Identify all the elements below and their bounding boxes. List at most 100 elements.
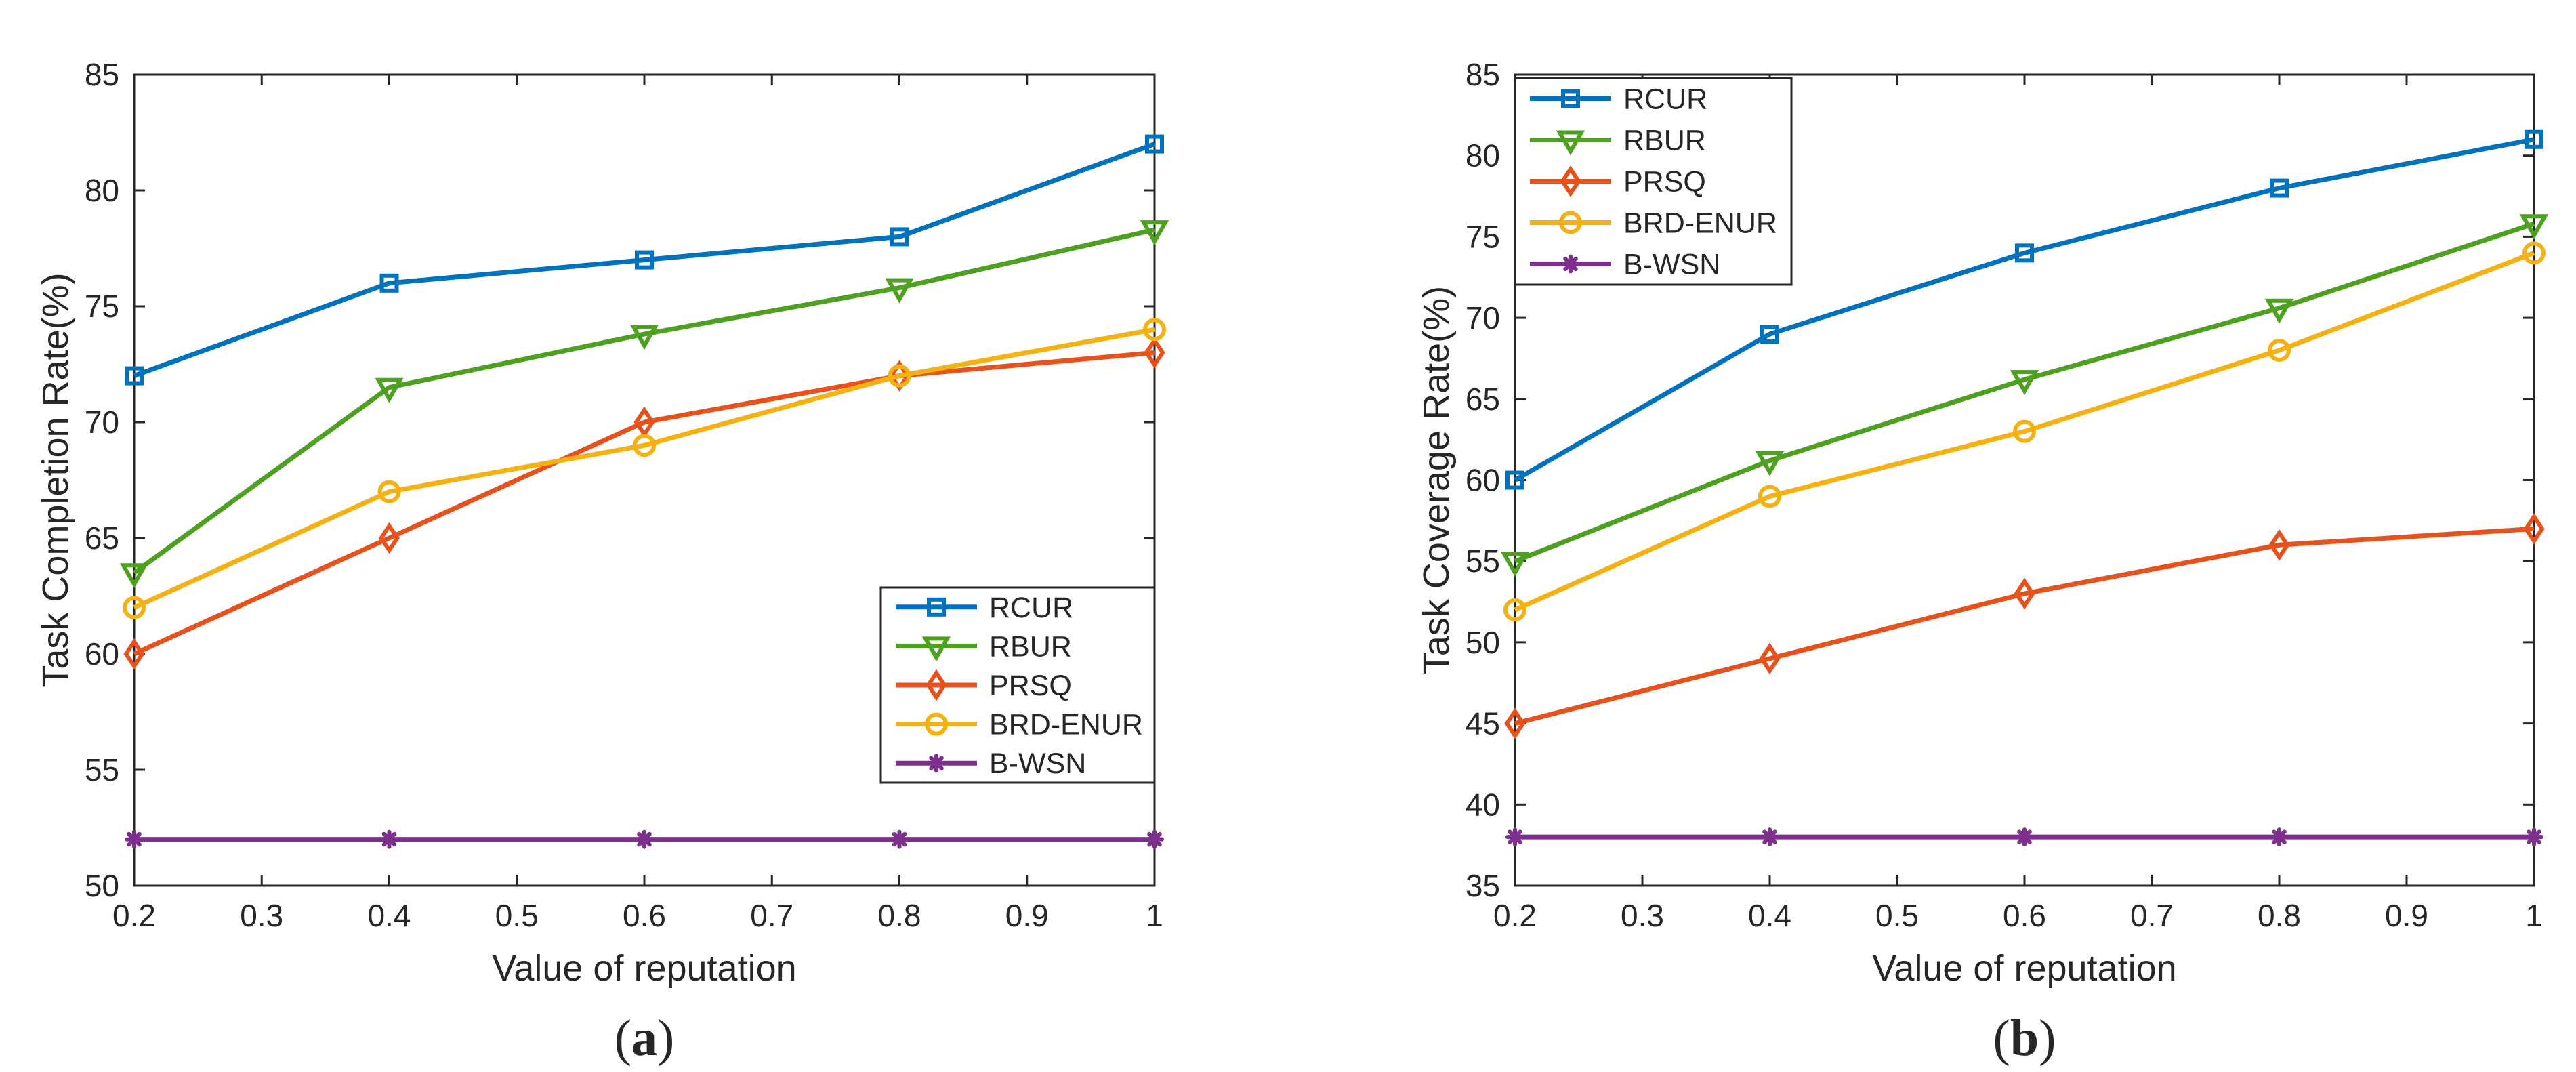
- data-point: [1145, 134, 1164, 154]
- data-point: [2014, 577, 2035, 610]
- legend-label: RCUR: [1623, 83, 1707, 116]
- data-point: [2519, 214, 2549, 240]
- data-point: [2015, 243, 2034, 263]
- series-rcur: [125, 134, 1164, 386]
- series-b-wsn: [1505, 827, 2543, 847]
- y-axis-label: Task Coverage Rate(%): [1416, 286, 1457, 674]
- x-tick-label: 0.8: [2258, 898, 2301, 933]
- data-point: [1759, 642, 1781, 675]
- legend-entry-rbur: RBUR: [1530, 125, 1706, 157]
- legend-marker: [927, 754, 946, 773]
- y-tick-label: 75: [85, 289, 119, 324]
- series-rbur: [119, 220, 1169, 589]
- data-point: [1500, 552, 1530, 577]
- series-line: [132, 227, 1155, 575]
- legend-entry-brd-enur: BRD-ENUR: [896, 709, 1143, 741]
- legend-marker: [921, 636, 951, 662]
- x-tick-label: 0.9: [2385, 898, 2428, 933]
- data-point: [1760, 827, 1779, 847]
- legend-marker: [927, 597, 946, 617]
- data-point: [629, 325, 659, 350]
- legend-entry-rbur: RBUR: [896, 630, 1072, 663]
- data-point: [125, 366, 144, 386]
- legend-label: BRD-ENUR: [1623, 207, 1777, 240]
- data-point: [1503, 598, 1526, 622]
- data-point: [890, 829, 909, 849]
- legend-label: RCUR: [989, 592, 1073, 624]
- y-tick-label: 50: [1466, 625, 1500, 660]
- y-tick-label: 85: [85, 57, 119, 92]
- legend-marker: [1560, 165, 1581, 197]
- data-point: [1505, 470, 1524, 490]
- series-line: [133, 142, 1156, 378]
- data-point: [1140, 220, 1169, 246]
- y-tick-label: 55: [1466, 543, 1500, 579]
- y-tick-label: 65: [1466, 382, 1500, 417]
- data-point: [123, 638, 145, 670]
- y-axis-label: Task Completion Rate(%): [35, 272, 76, 687]
- data-point: [2522, 241, 2546, 265]
- x-axis-label: Value of reputation: [492, 948, 796, 989]
- y-tick-label: 80: [1466, 138, 1500, 173]
- data-point: [125, 829, 144, 849]
- data-point: [2268, 529, 2290, 561]
- legend-label: B-WSN: [989, 747, 1086, 780]
- data-point: [888, 364, 911, 388]
- x-tick-label: 0.6: [2003, 898, 2046, 933]
- y-tick-label: 40: [1466, 787, 1500, 822]
- x-tick-label: 0.5: [1875, 898, 1919, 933]
- legend-marker: [1561, 254, 1580, 274]
- y-tick-label: 80: [85, 173, 119, 208]
- legend-label: BRD-ENUR: [989, 709, 1143, 741]
- data-point: [1755, 451, 1785, 476]
- panel-label: (a): [615, 1010, 675, 1067]
- legend: RCUR RBUR PRSQ BRD-ENUR B-WSN: [1514, 77, 1793, 286]
- legend-entry-brd-enur: BRD-ENUR: [1530, 207, 1777, 240]
- data-point: [1504, 707, 1526, 740]
- data-point: [1145, 829, 1164, 849]
- legend-label: PRSQ: [989, 669, 1072, 702]
- x-tick-label: 0.3: [240, 898, 283, 933]
- legend-marker: [1556, 130, 1585, 156]
- data-point: [1505, 827, 1524, 847]
- data-point: [885, 278, 914, 304]
- y-tick-label: 75: [1466, 219, 1500, 254]
- legend-entry-b-wsn: B-WSN: [1530, 249, 1720, 281]
- x-tick-label: 0.2: [112, 898, 156, 933]
- legend-marker: [1561, 89, 1580, 108]
- y-tick-label: 85: [1466, 57, 1500, 92]
- data-point: [2010, 370, 2039, 396]
- y-tick-label: 35: [1466, 868, 1500, 903]
- x-tick-label: 0.6: [623, 898, 666, 933]
- x-tick-label: 0.4: [1748, 898, 1791, 933]
- data-point: [890, 227, 909, 247]
- data-point: [375, 377, 404, 403]
- series-prsq: [123, 336, 1165, 670]
- y-tick-label: 50: [85, 868, 119, 903]
- x-tick-label: 0.7: [2130, 898, 2174, 933]
- x-tick-label: 0.9: [1005, 898, 1049, 933]
- data-point: [888, 360, 911, 392]
- legend-entry-prsq: PRSQ: [896, 669, 1072, 702]
- panel-letter: a: [631, 1010, 657, 1067]
- data-point: [2525, 129, 2543, 149]
- data-point: [119, 563, 149, 589]
- data-point: [1760, 325, 1779, 344]
- data-point: [633, 434, 656, 457]
- y-tick-label: 70: [1466, 300, 1500, 335]
- y-tick-label: 60: [85, 636, 119, 672]
- data-point: [2264, 298, 2294, 324]
- data-point: [1758, 485, 1781, 508]
- data-point: [1143, 318, 1166, 342]
- legend-marker: [1559, 211, 1582, 234]
- legend-entry-rcur: RCUR: [896, 592, 1073, 624]
- series-line: [1514, 526, 2535, 726]
- data-point: [2525, 827, 2543, 847]
- chart-panel-a: 0.2 0.3 0.4 0.5 0.6 0.7 0.8 0.9 1 50 55 60 65 70 75 80 8…: [35, 57, 1169, 1067]
- legend: RCUR RBUR PRSQ BRD-ENUR B-WSN: [879, 586, 1156, 784]
- x-tick-label: 0.4: [368, 898, 411, 933]
- series-line: [1514, 137, 2535, 482]
- x-tick-label: 0.8: [878, 898, 921, 933]
- x-tick-label: 0.5: [495, 898, 539, 933]
- data-point: [1144, 336, 1165, 369]
